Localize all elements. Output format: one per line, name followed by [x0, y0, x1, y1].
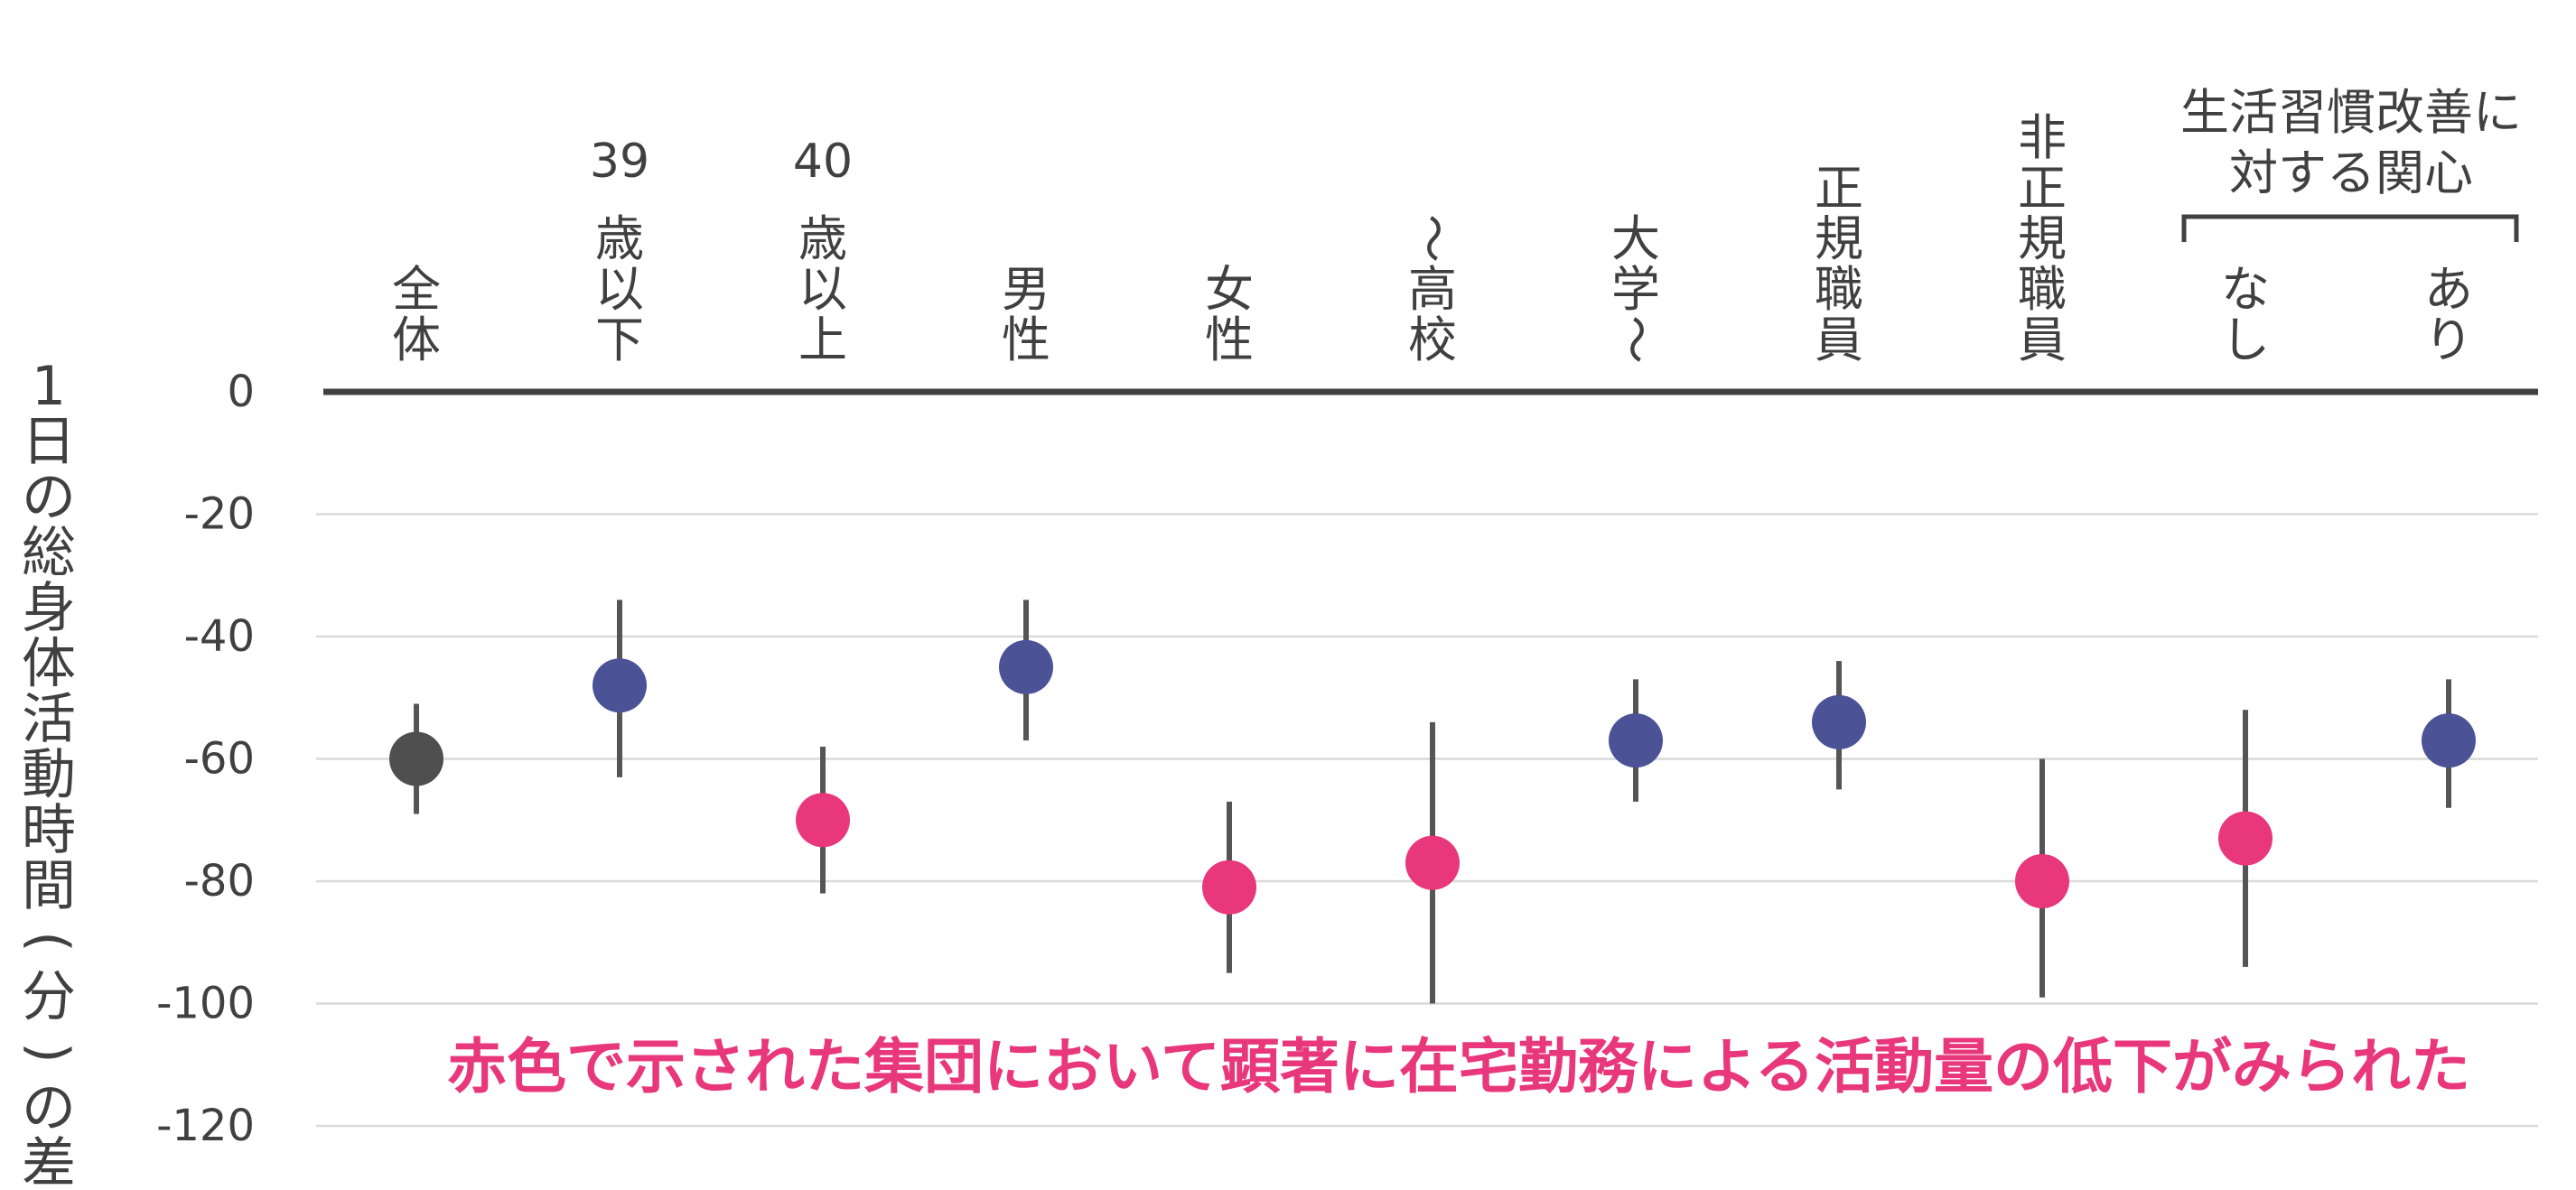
y-axis-label-char: 身 [22, 577, 76, 640]
data-point [593, 658, 647, 713]
category-label-char: 〜 [1607, 315, 1664, 364]
data-point [1609, 713, 1663, 768]
y-axis-label-char: の [22, 466, 76, 529]
y-axis-label-char: 分 [22, 966, 76, 1029]
category-label-char: 正 [1815, 160, 1863, 217]
category-label-char: 以 [595, 261, 644, 318]
grid-lines [316, 388, 2538, 1128]
category-label-char: 性 [1002, 311, 1050, 368]
category-label-char: 大 [1611, 210, 1660, 267]
category-label-char: 非 [2018, 109, 2067, 166]
y-axis-label-char: 活 [22, 688, 76, 751]
group-title-line1: 生活習慣改善に [2180, 84, 2522, 141]
category-label-char: 体 [392, 311, 441, 368]
y-axis-label-char: 差 [22, 1132, 76, 1190]
data-point [796, 793, 850, 848]
category-label-char: 校 [1408, 311, 1457, 368]
y-tick-label: 0 [227, 367, 255, 417]
y-tick-label: -20 [184, 489, 255, 540]
category-label-char: あ [2424, 261, 2473, 318]
category-label-char: 員 [1815, 311, 1863, 368]
data-point [2422, 713, 2476, 768]
data-point [1202, 860, 1256, 915]
y-axis-label-char: ) [17, 1042, 80, 1063]
category-label-char: 規 [2018, 210, 2067, 267]
y-tick-label: -100 [156, 979, 255, 1029]
category-label-char: 下 [595, 311, 644, 368]
y-axis-label-char: 間 [22, 855, 76, 918]
y-tick-label: -80 [184, 856, 255, 906]
data-point [2015, 854, 2069, 908]
y-axis-label-char: 日 [22, 411, 76, 474]
y-axis-label-char: 総 [22, 522, 76, 585]
category-label-char: 性 [1205, 311, 1254, 368]
category-label-char: 職 [1815, 261, 1863, 318]
category-label-char: 正 [2018, 160, 2067, 217]
y-axis-label-char: 1 [32, 355, 66, 418]
data-point [999, 639, 1053, 694]
highlight-note: 赤色で示された集団において顕著に在宅勤務による活動量の低下がみられた [447, 1032, 2470, 1102]
category-label-char: 〜 [1404, 214, 1461, 263]
category-label-char: り [2424, 311, 2473, 368]
group-bracket [2181, 214, 2519, 242]
y-tick-label: -60 [184, 734, 255, 785]
y-tick-label: -40 [184, 611, 255, 662]
category-label-char: 女 [1205, 261, 1254, 318]
y-tick-labels: 0 -20 -40 -60 -80 -100 -120 [156, 367, 255, 1151]
category-label-char: 規 [1815, 210, 1863, 267]
category-label-char: 歳 [798, 210, 847, 267]
error-bars [414, 600, 2451, 1004]
data-point [389, 731, 443, 786]
category-age-number: 39 [590, 135, 649, 189]
category-label-char: 男 [1002, 261, 1050, 318]
y-tick-label: -120 [156, 1101, 255, 1151]
category-age-number: 40 [793, 135, 853, 189]
category-label-char: 歳 [595, 210, 644, 267]
data-points [389, 639, 2476, 915]
data-point [1812, 694, 1866, 749]
category-label-char: 以 [798, 261, 847, 318]
category-label-char: 上 [798, 311, 847, 368]
interest-group-header: 生活習慣改善に 対する関心 [2180, 84, 2522, 242]
data-point [1405, 835, 1460, 890]
category-label-char: 高 [1408, 261, 1457, 318]
category-label-char: な [2221, 261, 2270, 318]
category-label-char: 職 [2018, 261, 2067, 318]
category-label-char: し [2221, 311, 2270, 368]
y-axis-label-char: ( [17, 931, 80, 952]
category-label-char: 員 [2018, 311, 2067, 368]
y-axis-label-char: 体 [22, 633, 76, 696]
category-label-char: 全 [392, 261, 441, 318]
y-axis-label-char: の [22, 1077, 76, 1140]
data-point [2218, 811, 2273, 866]
group-title-line2: 対する関心 [2229, 144, 2473, 201]
y-axis-label-char: 時 [22, 799, 76, 862]
y-axis-label-char: 動 [22, 744, 76, 807]
category-label-char: 学 [1611, 261, 1660, 318]
